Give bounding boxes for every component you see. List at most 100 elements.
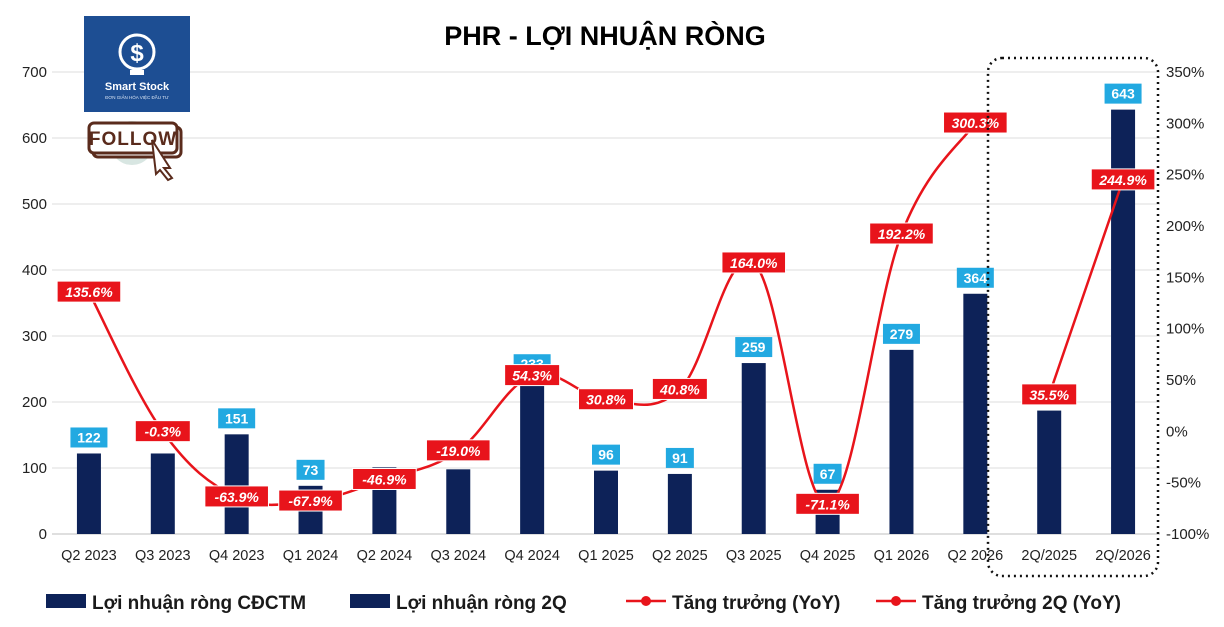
grid-lines (52, 71, 1160, 535)
bar-label-bg (218, 408, 256, 429)
logo-tagline: ĐƠN GIẢN HÓA VIỆC ĐẦU TƯ (105, 93, 169, 100)
lightbulb-icon (118, 33, 156, 71)
bar-value-label: 643 (1111, 86, 1135, 102)
category-label: Q4 2025 (800, 548, 856, 564)
smart-stock-logo: $ Smart Stock ĐƠN GIẢN HÓA VIỆC ĐẦU TƯ (84, 16, 190, 112)
bar-label-bg (296, 459, 325, 480)
growth-value-label: -0.3% (145, 424, 182, 440)
legend-swatch-bar (46, 594, 86, 608)
bar-value-label: 67 (820, 466, 836, 482)
bar-label-bg (813, 463, 842, 484)
right-tick-label: 150% (1166, 269, 1204, 286)
growth-label-bg (721, 251, 787, 274)
growth-label-bg (56, 280, 122, 303)
growth-value-label: -46.9% (362, 471, 407, 487)
bar-label-bg (956, 267, 994, 288)
follow-label: FOLLOW (89, 129, 177, 150)
left-tick-label: 0 (39, 526, 47, 543)
legend: Lợi nhuận ròng CĐCTM Lợi nhuận ròng 2Q Tăn… (46, 593, 1121, 614)
category-label: Q3 2023 (135, 548, 191, 564)
category-label: Q2 2026 (948, 548, 1004, 564)
growth-label-bg (1021, 383, 1078, 406)
bar-label-bg (592, 444, 620, 465)
growth-value-label: 164.0% (730, 255, 778, 271)
bar-label-bg (882, 323, 920, 344)
bar (1037, 410, 1062, 534)
growth-value-label: 35.5% (1029, 387, 1069, 403)
category-label: Q2 2024 (357, 548, 413, 564)
growth-value-label: 244.9% (1098, 172, 1147, 188)
growth-label-bg (943, 111, 1008, 134)
bar-value-label: 259 (742, 339, 766, 355)
category-label: Q4 2023 (209, 548, 265, 564)
growth-label-bg (278, 489, 343, 512)
right-tick-label: 50% (1166, 372, 1196, 389)
right-tick-label: 250% (1166, 167, 1204, 184)
bar (963, 293, 988, 534)
category-label: Q2 2023 (61, 548, 117, 564)
bar-value-label: 73 (303, 462, 319, 478)
growth-value-label: 192.2% (878, 226, 926, 242)
growth-labels: 135.6% -0.3% -63.9% -67.9% -46.9% -19.0% 54.3%… (56, 111, 1156, 515)
svg-text:$: $ (130, 40, 144, 67)
bars (76, 109, 1136, 535)
bar (446, 469, 471, 534)
category-label: 2Q/2025 (1021, 548, 1077, 564)
bar-value-label: 122 (77, 429, 101, 445)
growth-label-bg (352, 467, 417, 490)
bar-label-bg (70, 427, 108, 448)
bar (76, 453, 101, 534)
bar-value-label: 91 (672, 450, 688, 466)
category-label: Q3 2025 (726, 548, 782, 564)
cursor-icon (151, 139, 174, 182)
growth-label-bg (651, 377, 708, 400)
highlight-box (986, 56, 1160, 578)
bar (150, 453, 175, 534)
bar (741, 363, 766, 534)
bar-label-bg (735, 337, 773, 358)
right-tick-label: 100% (1166, 321, 1204, 338)
category-label: Q4 2024 (504, 548, 560, 564)
growth-value-label: 30.8% (586, 392, 626, 408)
growth-value-label: 40.8% (659, 381, 700, 397)
right-tick-label: -50% (1166, 475, 1201, 492)
growth-label-bg (1090, 168, 1156, 191)
bar (594, 470, 618, 534)
legend-label: Lợi nhuận ròng 2Q (396, 593, 567, 614)
left-tick-label: 300 (22, 328, 47, 345)
growth-value-label: -67.9% (288, 493, 333, 509)
right-axis: -100% -50% 0% 50% 100% 150% 200% 250% 300% 350% (1166, 64, 1209, 543)
left-tick-label: 100 (22, 460, 47, 477)
bar-value-label: 96 (598, 447, 614, 463)
logo-brand: Smart Stock (105, 81, 170, 93)
category-label: 2Q/2026 (1095, 548, 1151, 564)
growth-label-bg (504, 364, 561, 387)
right-tick-label: 350% (1166, 64, 1204, 81)
bar-value-label: 364 (964, 270, 988, 286)
bar-value-label: 151 (225, 410, 249, 426)
follow-button[interactable]: FOLLOW (87, 121, 183, 182)
legend-label: Tăng trưởng (YoY) (672, 593, 840, 614)
bar-label-bg (665, 447, 694, 468)
right-tick-label: 0% (1166, 423, 1188, 440)
right-tick-label: 200% (1166, 218, 1204, 235)
growth-label-bg (869, 222, 934, 245)
legend-label: Tăng trưởng 2Q (YoY) (922, 593, 1121, 614)
growth-value-label: 54.3% (512, 368, 552, 384)
growth-value-label: -19.0% (436, 443, 481, 459)
category-label: Q2 2025 (652, 548, 708, 564)
left-tick-label: 400 (22, 262, 47, 279)
category-label: Q1 2025 (578, 548, 634, 564)
legend-swatch-bar (350, 594, 390, 608)
bar-label-bg (1104, 83, 1142, 104)
left-tick-label: 500 (22, 196, 47, 213)
growth-label-bg (578, 388, 634, 411)
chart-title: PHR - LỢI NHUẬN RÒNG (444, 20, 766, 51)
legend-swatch-point (641, 596, 651, 606)
growth-value-label: 300.3% (952, 115, 1000, 131)
category-label: Q1 2026 (874, 548, 930, 564)
bar (520, 380, 545, 534)
right-tick-label: 300% (1166, 115, 1204, 132)
legend-label: Lợi nhuận ròng CĐCTM (92, 593, 306, 614)
